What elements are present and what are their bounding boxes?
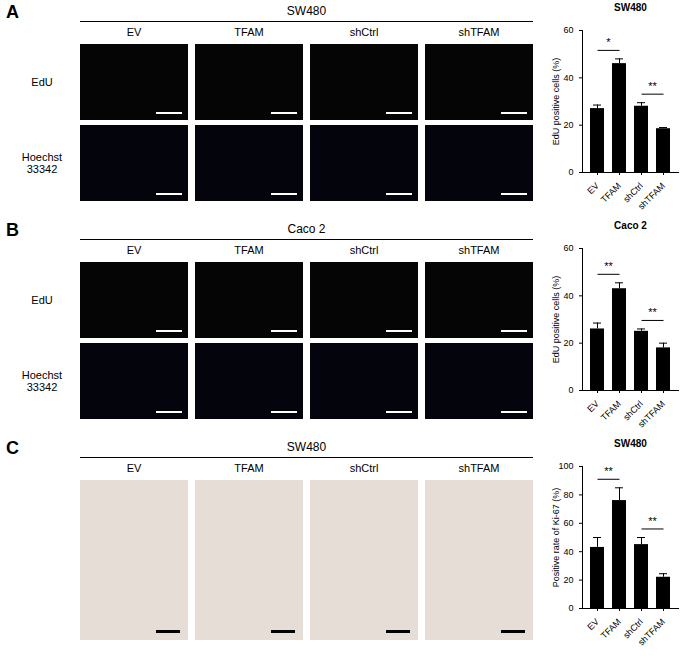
svg-text:**: ** (648, 515, 657, 527)
svg-text:EV: EV (585, 617, 601, 633)
svg-text:EV: EV (585, 181, 601, 197)
svg-text:EdU positive cells (%): EdU positive cells (%) (551, 276, 561, 364)
svg-text:0: 0 (568, 385, 573, 395)
html-text:SW480: SW480 (286, 4, 327, 18)
html-text:C: C (6, 438, 19, 458)
html-text:shTFAM: shTFAM (458, 244, 500, 256)
svg-text:40: 40 (563, 291, 573, 301)
svg-text:shTFAM: shTFAM (636, 181, 667, 212)
html-text:B: B (6, 220, 19, 240)
html-text:EdU: EdU (31, 76, 53, 88)
svg-text:EV: EV (585, 399, 601, 415)
html-text:shCtrl: shCtrl (349, 244, 379, 256)
html-text:shCtrl: shCtrl (349, 462, 379, 474)
svg-text:shCtrl: shCtrl (621, 180, 645, 205)
svg-text:60: 60 (563, 243, 573, 253)
html-text:EV: EV (126, 26, 142, 38)
html-text:shTFAM: shTFAM (458, 26, 500, 38)
svg-text:80: 80 (563, 490, 573, 500)
html-text:shCtrl: shCtrl (349, 26, 379, 38)
svg-text:20: 20 (563, 575, 573, 585)
html-text:EV: EV (126, 462, 142, 474)
svg-text:*: * (606, 36, 611, 48)
html-text:SW480: SW480 (286, 440, 327, 454)
html-text:TFAM: TFAM (234, 26, 264, 38)
svg-text:**: ** (648, 306, 657, 318)
svg-text:Positive rate of Ki-67 (%): Positive rate of Ki-67 (%) (551, 488, 561, 588)
html-text:shTFAM: shTFAM (458, 462, 500, 474)
svg-text:60: 60 (563, 25, 573, 35)
html-text:Hoechst 33342: Hoechst 33342 (21, 151, 63, 175)
svg-text:20: 20 (563, 338, 573, 348)
svg-text:**: ** (604, 260, 613, 272)
svg-text:0: 0 (568, 167, 573, 177)
svg-text:**: ** (648, 80, 657, 92)
svg-text:0: 0 (568, 603, 573, 613)
svg-text:EdU positive cells (%): EdU positive cells (%) (551, 58, 561, 146)
html-text:A: A (6, 2, 19, 22)
svg-text:TFAM: TFAM (599, 399, 623, 423)
svg-text:shTFAM: shTFAM (636, 617, 667, 648)
html-text:Caco 2: Caco 2 (614, 220, 647, 231)
html-text:EV: EV (126, 244, 142, 256)
html-text:SW480: SW480 (614, 438, 647, 449)
svg-text:TFAM: TFAM (599, 617, 623, 641)
svg-text:60: 60 (563, 518, 573, 528)
svg-text:**: ** (604, 465, 613, 477)
svg-text:shCtrl: shCtrl (621, 616, 645, 641)
svg-text:TFAM: TFAM (599, 181, 623, 205)
html-text:TFAM: TFAM (234, 244, 264, 256)
svg-text:shCtrl: shCtrl (621, 398, 645, 423)
html-text:SW480: SW480 (614, 2, 647, 13)
html-text:Caco 2: Caco 2 (287, 222, 326, 236)
html-text:Hoechst 33342: Hoechst 33342 (21, 369, 63, 393)
html-text:EdU: EdU (31, 294, 53, 306)
svg-text:100: 100 (558, 461, 573, 471)
svg-text:40: 40 (563, 73, 573, 83)
svg-text:shTFAM: shTFAM (636, 399, 667, 430)
svg-text:20: 20 (563, 120, 573, 130)
svg-text:40: 40 (563, 547, 573, 557)
html-text:TFAM: TFAM (234, 462, 264, 474)
